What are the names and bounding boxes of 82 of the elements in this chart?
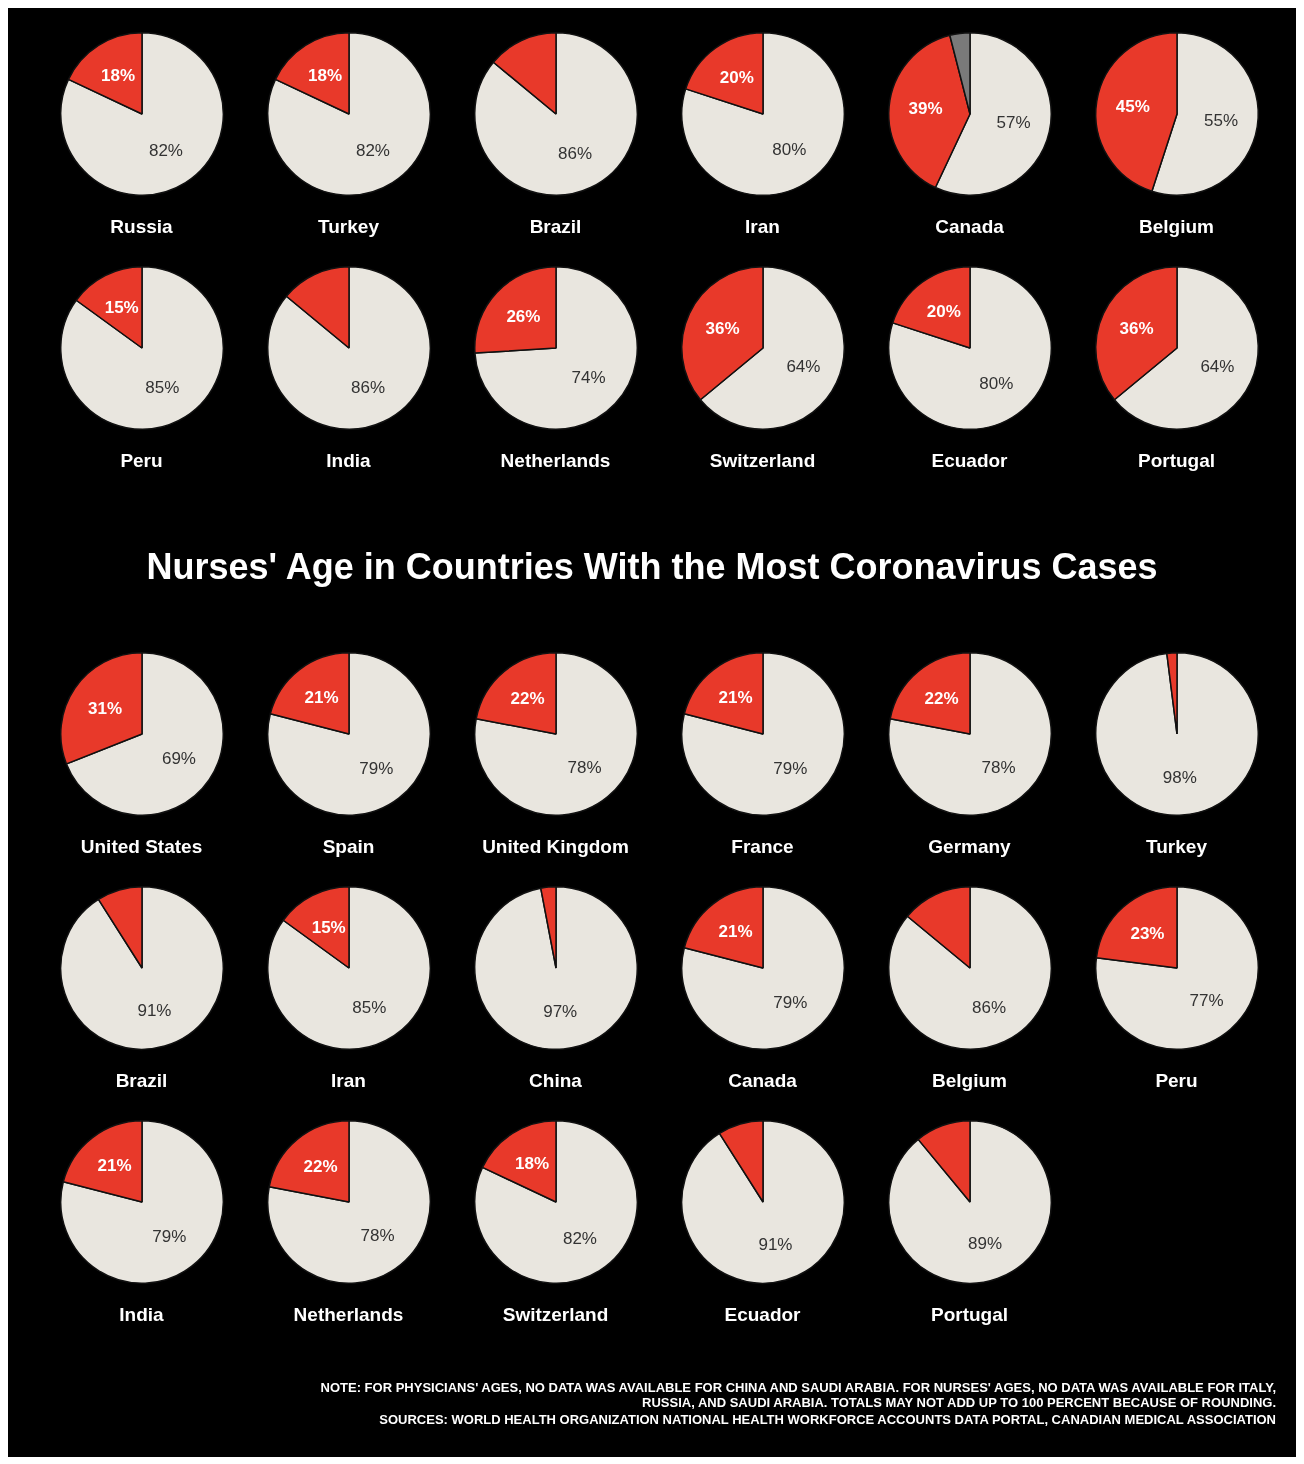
- data-label: 82%: [562, 1229, 597, 1249]
- source-note: SOURCES: WORLD HEALTH ORGANIZATION NATIONAL HEALTH WORKFORCE ACCOUNTS DATA PORTAL, CANADIAN MEDICAL ASSOCIATION: [378, 1412, 1277, 1427]
- data-label: 97%: [542, 1002, 577, 1022]
- data-label: 36%: [705, 318, 740, 338]
- text: Netherlands: [293, 1304, 404, 1326]
- text: India: [326, 450, 371, 472]
- data-label: 85%: [144, 377, 179, 397]
- text: NOTE: FOR PHYSICIANS' AGES, NO DATA WAS AVAILABLE FOR CHINA AND SAUDI ARABIA. FOR NURSES' AGES, NO DATA WAS AVAILABLE FOR ITALY, RUSSIA, AND SAUDI ARABIA. TOTALS MAY NOT ADD UP TO 100 PERCENT BECAUSE OF ROUNDING.: [319, 1380, 1277, 1410]
- data-label: 31%: [87, 698, 122, 718]
- text: Iran: [745, 216, 780, 238]
- text: Brazil: [115, 1070, 168, 1092]
- data-label: 21%: [97, 1156, 132, 1176]
- data-label: 22%: [510, 689, 545, 709]
- data-label: 55%: [1203, 110, 1238, 130]
- text: Portugal: [930, 1304, 1009, 1326]
- text: Turkey: [1146, 836, 1207, 858]
- text: Switzerland: [502, 1304, 609, 1326]
- data-label: 86%: [350, 378, 385, 398]
- data-label: 78%: [566, 758, 601, 778]
- data-label: 36%: [1119, 318, 1154, 338]
- data-label: 85%: [351, 997, 386, 1017]
- data-label: 77%: [1189, 991, 1224, 1011]
- data-label: 79%: [772, 759, 807, 778]
- text: Peru: [1155, 1070, 1198, 1092]
- data-label: 79%: [358, 759, 393, 778]
- text: France: [731, 836, 794, 858]
- text: United States: [80, 836, 203, 858]
- data-label: 64%: [1199, 356, 1234, 376]
- data-label: 82%: [148, 141, 183, 161]
- data-label: 91%: [757, 1234, 792, 1254]
- data-label: 18%: [307, 65, 342, 85]
- data-label: 21%: [718, 922, 753, 942]
- text: China: [529, 1070, 582, 1092]
- text: Canada: [728, 1070, 797, 1092]
- data-label: 23%: [1129, 924, 1164, 944]
- data-label: 20%: [719, 67, 754, 87]
- data-label: 86%: [971, 998, 1006, 1018]
- data-label: 82%: [355, 141, 390, 161]
- data-label: 89%: [967, 1233, 1002, 1253]
- data-label: 15%: [311, 917, 346, 937]
- data-label: 79%: [772, 993, 807, 1012]
- text: Russia: [110, 216, 173, 238]
- text: Netherlands: [500, 450, 611, 472]
- data-label: 18%: [100, 65, 135, 85]
- data-label: 91%: [136, 1000, 171, 1020]
- data-label: 78%: [980, 758, 1015, 778]
- data-label: 20%: [926, 301, 961, 321]
- data-label: 45%: [1115, 96, 1150, 116]
- data-label: 74%: [571, 368, 606, 388]
- text: Germany: [928, 836, 1011, 858]
- data-label: 98%: [1162, 768, 1197, 788]
- text: Spain: [322, 836, 375, 858]
- data-label: 22%: [303, 1157, 338, 1177]
- text: Peru: [120, 450, 163, 472]
- data-label: 79%: [151, 1227, 186, 1246]
- text: Switzerland: [709, 450, 816, 472]
- text: Ecuador: [931, 450, 1008, 472]
- data-label: 18%: [514, 1153, 549, 1173]
- data-label: 26%: [505, 307, 540, 327]
- text: Turkey: [318, 216, 379, 238]
- data-label: 78%: [359, 1226, 394, 1246]
- text: Iran: [331, 1070, 366, 1092]
- data-label: 15%: [104, 297, 139, 317]
- text: India: [119, 1304, 164, 1326]
- text: Canada: [935, 216, 1004, 238]
- text: Portugal: [1137, 450, 1216, 472]
- text: Brazil: [529, 216, 582, 238]
- text: Belgium: [932, 1070, 1007, 1092]
- data-label: 86%: [557, 144, 592, 164]
- text: Nurses' Age in Countries With the Most Coronavirus Cases: [145, 546, 1159, 588]
- text: United Kingdom: [482, 836, 629, 858]
- text: Belgium: [1139, 216, 1214, 238]
- data-label: 80%: [978, 373, 1013, 393]
- data-label: 21%: [304, 688, 339, 708]
- data-label: 64%: [785, 356, 820, 376]
- text: Ecuador: [724, 1304, 801, 1326]
- data-label: 80%: [771, 139, 806, 159]
- data-label: 22%: [924, 689, 959, 709]
- data-label: 57%: [996, 113, 1031, 133]
- data-label: 21%: [718, 688, 753, 708]
- data-label: 69%: [161, 748, 196, 768]
- data-label: 39%: [908, 99, 943, 119]
